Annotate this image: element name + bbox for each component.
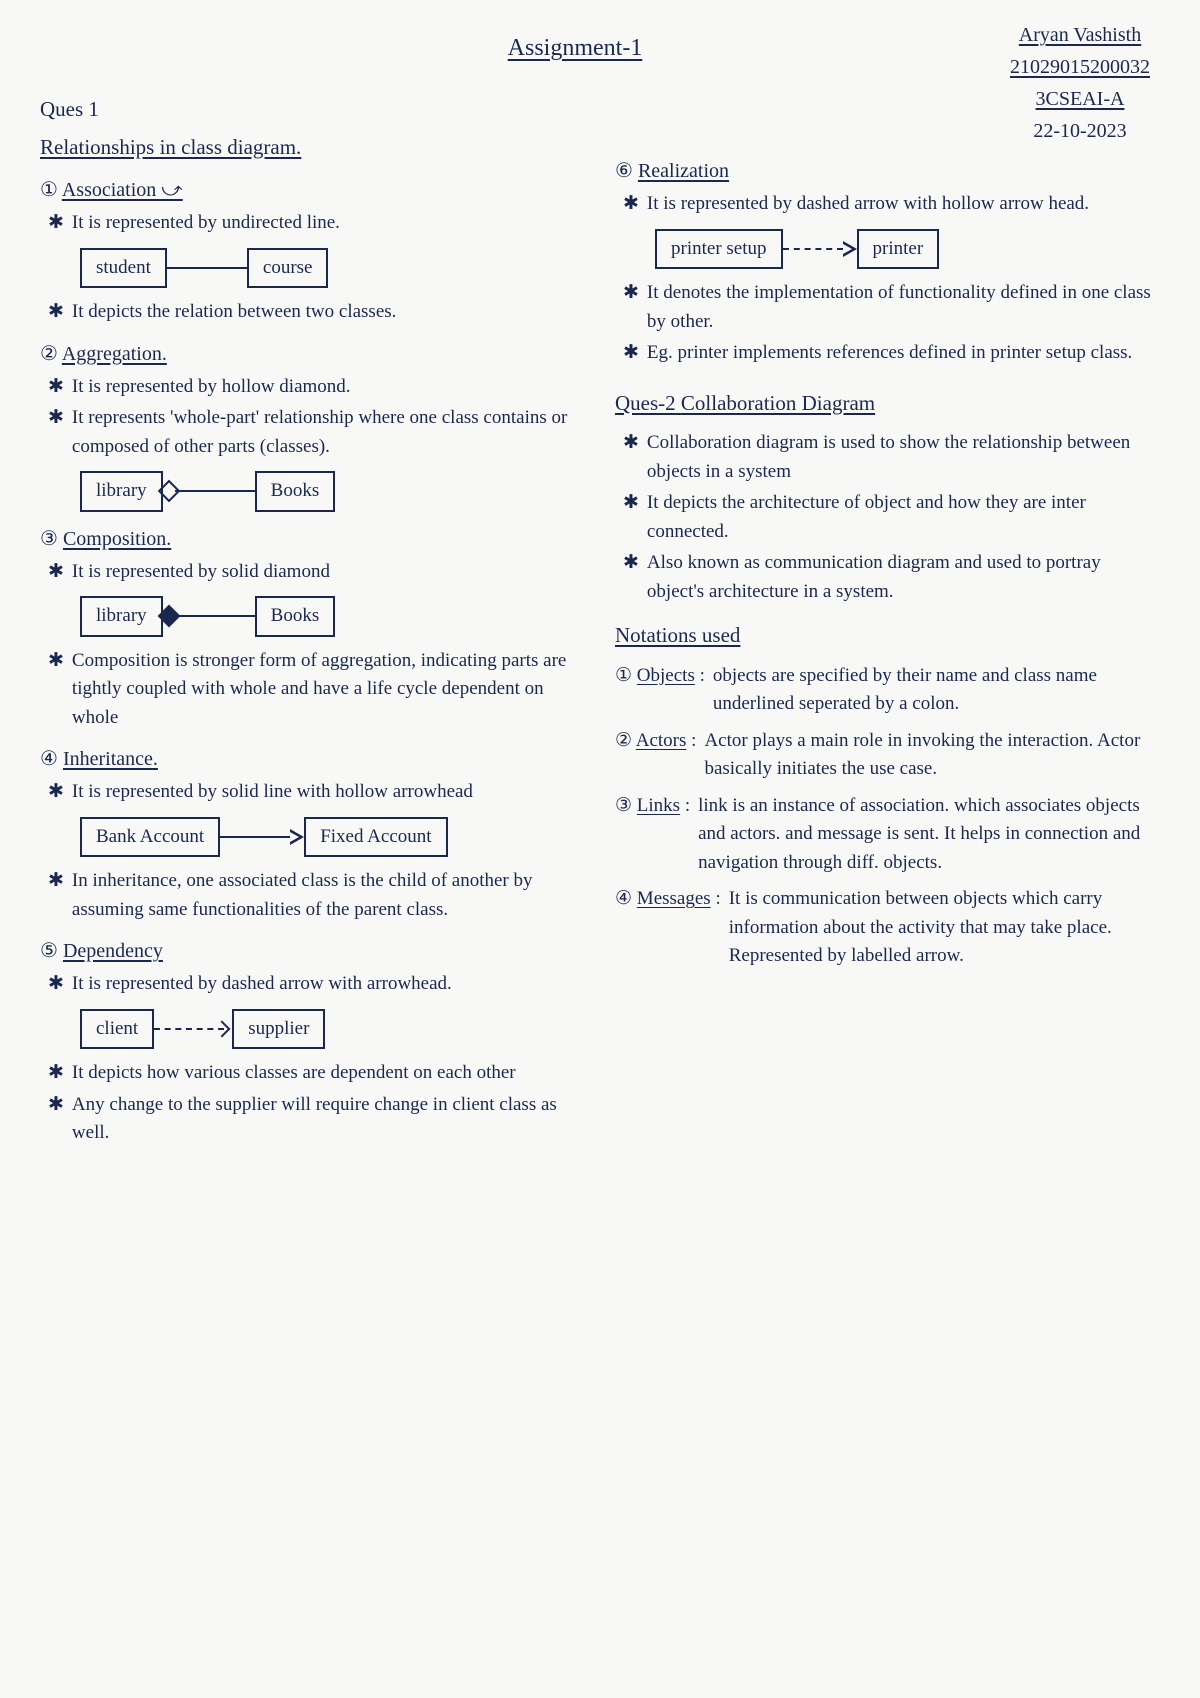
- right-column: ⑥ Realization ✱It is represented by dash…: [615, 86, 1160, 1151]
- bullet: ✱It is represented by undirected line.: [48, 209, 585, 238]
- item-inheritance: ④ Inheritance.: [40, 744, 585, 774]
- bullet: ✱In inheritance, one associated class is…: [48, 867, 585, 924]
- student-name: Aryan Vashisth: [1010, 20, 1150, 50]
- bullet: ✱It denotes the implementation of functi…: [623, 279, 1160, 336]
- bullet: ✱Any change to the supplier will require…: [48, 1091, 585, 1148]
- inheritance-diagram: Bank Account Fixed Account: [80, 817, 585, 858]
- item-composition: ③ Composition.: [40, 524, 585, 554]
- bullet: ✱It is represented by dashed arrow with …: [48, 970, 585, 999]
- student-class: 3CSEAI-A: [1010, 84, 1150, 114]
- notation-messages: ④ Messages : It is communication between…: [615, 885, 1160, 971]
- item-dependency: ⑤ Dependency: [40, 936, 585, 966]
- bullet: ✱It is represented by solid diamond: [48, 558, 585, 587]
- notation-links: ③ Links : link is an instance of associa…: [615, 792, 1160, 878]
- realization-diagram: printer setup printer: [655, 229, 1160, 270]
- bullet: ✱It depicts how various classes are depe…: [48, 1059, 585, 1088]
- aggregation-diagram: library Books: [80, 471, 585, 512]
- assignment-title: Assignment-1: [0, 30, 1160, 66]
- composition-diagram: library Books: [80, 596, 585, 637]
- bullet: ✱Also known as communication diagram and…: [623, 549, 1160, 606]
- item-association: ① Association ⤻: [40, 175, 585, 205]
- bullet: ✱It is represented by hollow diamond.: [48, 373, 585, 402]
- notations-heading: Notations used: [615, 620, 1160, 652]
- question-2-heading: Ques-2 Collaboration Diagram: [615, 388, 1160, 420]
- student-info: Aryan Vashisth 21029015200032 3CSEAI-A 2…: [1010, 20, 1150, 148]
- bullet: ✱It depicts the architecture of object a…: [623, 489, 1160, 546]
- bullet: ✱It represents 'whole-part' relationship…: [48, 404, 585, 461]
- question-1-label: Ques 1: [40, 94, 585, 126]
- bullet: ✱Composition is stronger form of aggrega…: [48, 647, 585, 733]
- assignment-date: 22-10-2023: [1010, 116, 1150, 146]
- bullet: ✱Eg. printer implements references defin…: [623, 339, 1160, 368]
- bullet: ✱It is represented by solid line with ho…: [48, 778, 585, 807]
- bullet: ✱It is represented by dashed arrow with …: [623, 190, 1160, 219]
- student-roll: 21029015200032: [1010, 52, 1150, 82]
- association-diagram: student course: [80, 248, 585, 289]
- notation-objects: ① Objects : objects are specified by the…: [615, 662, 1160, 719]
- dependency-diagram: client supplier: [80, 1009, 585, 1050]
- bullet: ✱It depicts the relation between two cla…: [48, 298, 585, 327]
- question-1-heading: Relationships in class diagram.: [40, 132, 585, 164]
- item-realization: ⑥ Realization: [615, 156, 1160, 186]
- notation-actors: ② Actors : Actor plays a main role in in…: [615, 727, 1160, 784]
- bullet: ✱Collaboration diagram is used to show t…: [623, 429, 1160, 486]
- item-aggregation: ② Aggregation.: [40, 339, 585, 369]
- left-column: Ques 1 Relationships in class diagram. ①…: [40, 86, 585, 1151]
